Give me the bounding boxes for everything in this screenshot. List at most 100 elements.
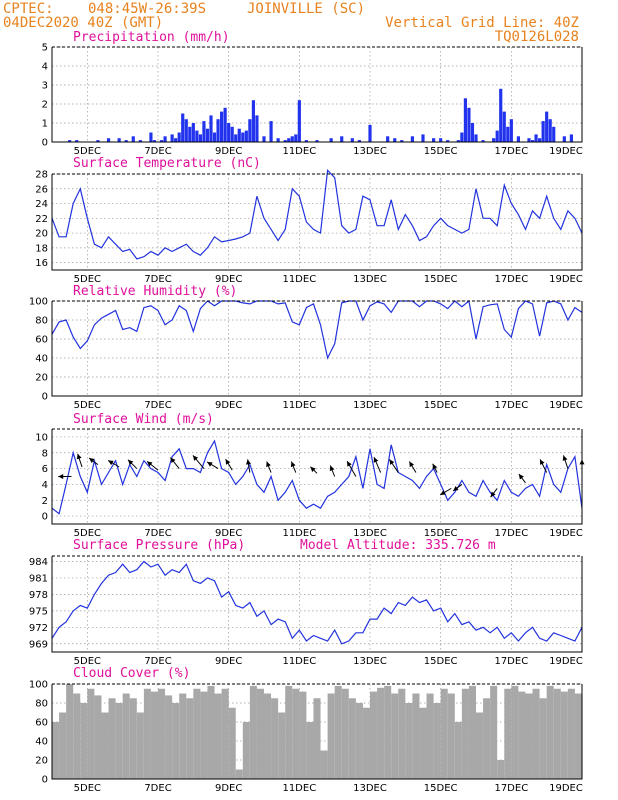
precip-bar [329,138,333,142]
precip-bar [460,132,464,142]
wind-vector [452,484,463,492]
cloud-cover-bar [292,688,300,779]
y-tick-label: 0 [42,392,48,403]
frame [51,556,583,653]
header-init-time: 04DEC2020 40Z (GMT) [3,15,163,31]
panel-title: Relative Humidity (%) [73,284,237,299]
panel-pressure: 969 972 975 978 981 984 5DEC 7DEC 9DEC 11DEC 13DEC… [29,538,583,667]
y-tick-label: 972 [29,623,48,634]
precip-bar [534,134,538,142]
y-tick-label: 975 [29,606,48,617]
y-tick-label: 3 [42,81,48,92]
cloud-cover-bar [235,769,243,779]
cloud-cover-bar [419,707,427,779]
wind-vector [88,457,99,466]
cloud-cover-bar [426,693,434,779]
precip-bar [290,136,294,142]
precip-bar [237,128,241,142]
precip-bar [163,136,167,142]
precip-bar [152,140,157,142]
cloud-cover-bar [461,688,469,779]
cloud-cover-bar [341,688,349,779]
precip-bar [251,100,255,142]
y-tick-label: 60 [35,718,48,729]
header-model-id: TQ0126L028 [495,29,579,45]
panel-cloud: 0 20 40 60 80 100 5DEC 7DEC 9DEC 11DEC 13DEC 15DEC 1… [29,666,583,794]
cloud-cover-bar [200,691,208,779]
frame [51,301,583,397]
y-tick-label: 4 [42,62,48,73]
cloud-cover-bar [546,685,554,779]
x-tick-label: 7DEC [144,146,171,157]
cloud-cover-bar [80,703,88,779]
cloud-cover-bar [299,691,307,779]
cloud-cover-bar [412,693,420,779]
cloud-cover-bar [334,685,342,779]
precip-bar [159,140,164,142]
x-tick-label: 17DEC [494,146,528,157]
x-tick-label: 7DEC [144,400,171,411]
cloud-cover-bar [172,703,180,779]
panel-wind: 0 2 4 6 8 10 5DEC 7DEC 9DEC 11DEC 13DEC 15DEC 17DEC 1… [35,412,585,539]
precip-bar [340,136,344,142]
x-tick-label: 7DEC [144,528,171,539]
cloud-cover-bar [242,722,250,779]
x-tick-label: 11DEC [282,400,316,411]
cloud-cover-bar [66,684,74,779]
x-tick-label: 11DEC [282,274,316,285]
precip-bar [230,126,234,142]
precip-bar [138,140,142,142]
x-tick-label: 11DEC [282,528,316,539]
x-tick-label: 19DEC [549,146,583,157]
panel-title: Surface Wind (m/s) [73,412,214,427]
y-tick-label: 2 [42,496,48,507]
header-grid-note: Vertical Grid Line: 40Z [385,15,579,31]
header-coords: 048:45W-26:39S [88,1,206,17]
precip-bar [304,140,308,142]
y-tick-label: 10 [35,432,48,443]
precip-bar [283,140,287,142]
wind-vector [346,460,357,477]
precip-bar [216,119,220,142]
x-tick-label: 7DEC [144,274,171,285]
cloud-cover-bar [94,695,102,779]
precip-bar [209,115,213,142]
wind-vector [539,459,548,473]
x-tick-label: 17DEC [494,656,528,667]
precip-bar [241,132,245,142]
cloud-cover-bar [73,693,81,779]
cloud-cover-bar [136,712,144,779]
x-tick-label: 15DEC [424,656,458,667]
panels: 0 1 2 3 4 5 5DEC 7DEC 9DEC 11DEC 13DEC 15DEC 17DEC 19… [29,30,585,794]
precip-bar [191,123,195,142]
x-tick-label: 11DEC [282,656,316,667]
wind-vector [266,461,272,473]
cloud-cover-bar [539,698,547,779]
precip-bar [393,138,397,142]
panel-title: Surface Pressure (hPa) [73,538,245,553]
header-station: JOINVILLE (SC) [247,1,365,17]
precip-bar [262,136,266,142]
x-tick-label: 19DEC [549,783,583,794]
cloud-cover-bar [115,703,123,779]
y-tick-label: 8 [42,448,48,459]
wind-vector [440,487,452,496]
precip-bar [421,134,425,142]
precip-bar [530,140,535,142]
y-tick-label: 28 [35,170,48,181]
wind-vector [192,455,205,469]
x-tick-label: 9DEC [215,656,242,667]
cloud-cover-bar [355,703,363,779]
cloud-cover-bar [256,688,264,779]
wind-vector [329,465,336,477]
y-tick-label: 80 [35,699,48,710]
cloud-cover-bar [504,688,512,779]
cloud-cover-bar [278,712,286,779]
precip-bar [357,140,361,142]
x-tick-label: 13DEC [353,783,387,794]
cloud-cover-bar [405,703,413,779]
x-tick-label: 9DEC [215,528,242,539]
precip-bar [506,126,510,142]
precip-bar [234,134,238,142]
precip-bar [446,140,450,142]
